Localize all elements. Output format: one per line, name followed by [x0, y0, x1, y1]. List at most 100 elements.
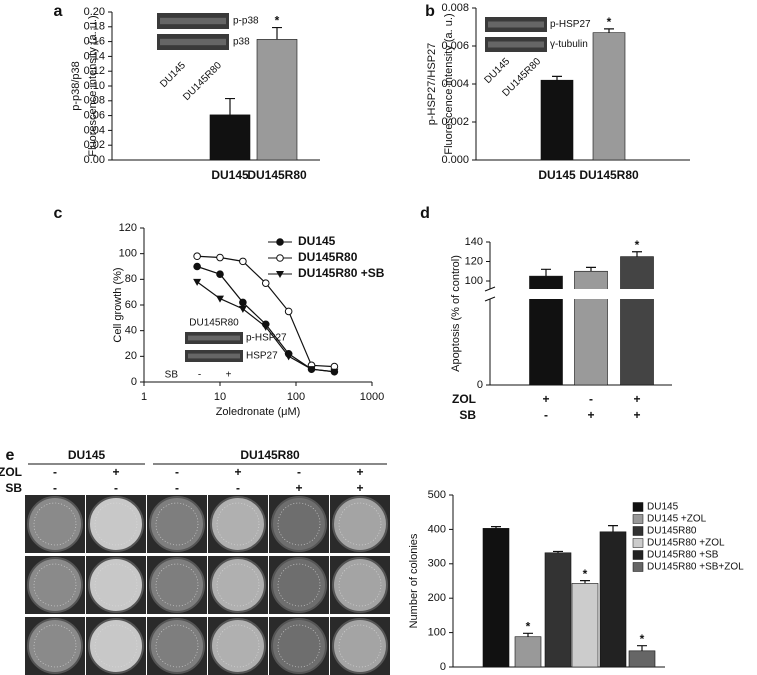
x-tick-label: DU145R80	[579, 168, 639, 182]
blot-row-label: γ-tubulin	[550, 39, 588, 50]
treatment-sign: +	[633, 408, 640, 422]
blot-treatment-name: SB	[165, 370, 179, 381]
blot-signal	[488, 21, 544, 28]
treatment-sign: -	[175, 465, 179, 479]
plate	[149, 618, 205, 674]
plate-inner	[155, 624, 199, 668]
treatment-sign: -	[53, 481, 57, 495]
y-axis-label: p-p38/p38	[70, 61, 82, 111]
significance-label: *	[640, 632, 645, 646]
x-tick-label: 1	[141, 391, 147, 403]
y-tick-label: 0.000	[441, 154, 469, 166]
plate	[27, 496, 83, 552]
plate	[271, 496, 327, 552]
bar	[620, 256, 654, 386]
treatment-sign: -	[175, 481, 179, 495]
error-bar	[523, 632, 533, 637]
blot-signal	[488, 41, 544, 48]
treatment-sign: -	[114, 481, 118, 495]
y-tick-label: 20	[125, 350, 137, 362]
blot-treatment-sign: -	[198, 370, 201, 381]
error-bar	[637, 645, 647, 651]
y-tick-label: 0.008	[441, 2, 469, 14]
plate	[149, 557, 205, 613]
treatment-sign: +	[356, 481, 363, 495]
plate	[332, 618, 388, 674]
plate-inner	[338, 624, 382, 668]
plate-inner	[33, 563, 77, 607]
plate-inner	[94, 624, 138, 668]
significance-label: *	[583, 567, 588, 581]
legend-label: DU145 +ZOL	[647, 514, 707, 525]
treatment-sign: +	[587, 408, 594, 422]
treatment-sign: +	[112, 465, 119, 479]
significance-label: *	[526, 619, 531, 633]
y-axis-label: Number of colonies	[408, 533, 420, 628]
blot-row-label: p-p38	[233, 16, 259, 27]
marker	[216, 253, 224, 262]
blot-signal	[160, 17, 226, 25]
legend-swatch	[632, 526, 644, 536]
y-tick-label: 0.08	[84, 95, 105, 107]
plate-inner	[338, 563, 382, 607]
blot-lane-label: DU145	[158, 60, 188, 90]
panel-label: b	[425, 3, 435, 20]
error-bar	[632, 251, 642, 257]
error-bar	[580, 580, 590, 584]
plate	[210, 496, 266, 552]
treatment-sign: -	[544, 408, 548, 422]
plate-inner	[94, 563, 138, 607]
y-tick-label: 0.00	[84, 154, 105, 166]
marker	[216, 295, 224, 303]
blot-signal	[160, 38, 226, 46]
legend-marker	[276, 271, 284, 278]
bar	[209, 114, 251, 161]
y-tick-label: 140	[465, 236, 483, 248]
marker	[261, 279, 270, 287]
treatment-name: ZOL	[452, 392, 476, 406]
marker	[284, 307, 293, 316]
treatment-sign: +	[295, 481, 302, 495]
blot-row-label: HSP27	[246, 351, 278, 362]
marker	[330, 368, 339, 376]
legend-label: DU145	[647, 502, 679, 513]
legend-label: DU145R80 +SB	[647, 550, 719, 561]
treatment-sign: +	[356, 465, 363, 479]
treatment-sign: +	[633, 392, 640, 406]
y-tick-label: 0.02	[84, 139, 105, 151]
bar	[574, 270, 608, 386]
axis-break-mark	[484, 296, 496, 302]
y-axis-label: Fluorescence intensity (a. u.)	[443, 13, 455, 154]
x-tick-label: 1000	[360, 391, 384, 403]
plate-inner	[216, 502, 260, 546]
plate	[210, 618, 266, 674]
legend-swatch	[632, 502, 644, 512]
y-tick-label: 80	[125, 273, 137, 285]
y-tick-label: 0.06	[84, 110, 105, 122]
bar	[514, 636, 542, 668]
marker	[238, 305, 247, 313]
blot-title: DU145R80	[189, 318, 239, 329]
treatment-sign: -	[53, 465, 57, 479]
y-tick-label: 0.18	[84, 21, 105, 33]
plate	[332, 557, 388, 613]
plate-inner	[94, 502, 138, 546]
treatment-sign: +	[542, 392, 549, 406]
y-tick-label: 120	[119, 222, 137, 234]
error-bar	[608, 525, 618, 532]
significance-label: *	[275, 14, 280, 28]
error-bar	[604, 28, 614, 33]
marker	[193, 262, 201, 271]
plate-inner	[155, 502, 199, 546]
y-tick-label: 60	[125, 299, 137, 311]
plate	[332, 496, 388, 552]
plate-inner	[277, 624, 321, 668]
plate-inner	[277, 563, 321, 607]
blot-row-label: p-HSP27	[246, 333, 287, 344]
y-tick-label: 0.004	[441, 78, 469, 90]
y-tick-label: 0.10	[84, 80, 105, 92]
legend-label: DU145	[298, 234, 336, 248]
y-tick-label: 0.12	[84, 65, 105, 77]
